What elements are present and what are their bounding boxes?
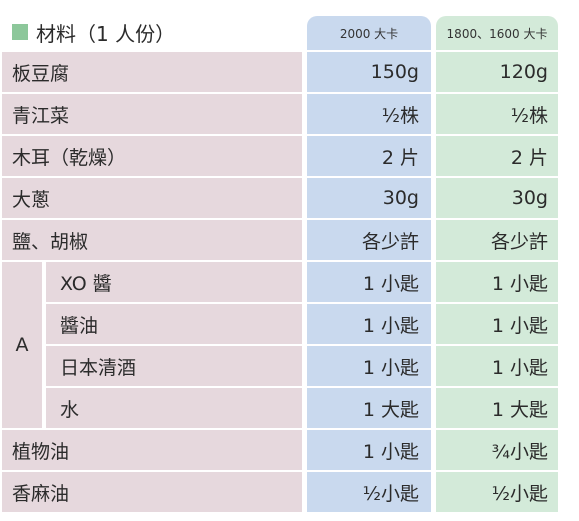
group-item-name: 水 (46, 388, 302, 428)
title-text: 材料（1 人份） (36, 21, 176, 46)
ingredient-name: 植物油 (2, 430, 302, 470)
column-header-2000: 2000 大卡 (307, 16, 431, 50)
group-item-name: XO 醬 (46, 262, 302, 302)
amount-1800-1600: 1 小匙 (436, 304, 558, 344)
table-row: XO 醬 1 小匙 1 小匙 (2, 262, 558, 302)
table-row: 鹽、胡椒 各少許 各少許 (2, 220, 558, 260)
amount-1800-1600: 1 小匙 (436, 262, 558, 302)
amount-2000: 150g (307, 52, 431, 92)
group-item-name: 日本清酒 (46, 346, 302, 386)
amount-2000: 1 小匙 (307, 262, 431, 302)
table-row: 植物油 1 小匙 ¾小匙 (2, 430, 558, 470)
amount-2000: 1 大匙 (307, 388, 431, 428)
ingredient-name: 大蔥 (2, 178, 302, 218)
amount-1800-1600: 2 片 (436, 136, 558, 176)
ingredient-name: 木耳（乾燥） (2, 136, 302, 176)
amount-1800-1600: 各少許 (436, 220, 558, 260)
group-item-name: 醬油 (46, 304, 302, 344)
amount-1800-1600: 30g (436, 178, 558, 218)
amount-1800-1600: ½株 (436, 94, 558, 134)
table-row: 木耳（乾燥） 2 片 2 片 (2, 136, 558, 176)
ingredient-name: 鹽、胡椒 (2, 220, 302, 260)
table-row: 青江菜 ½株 ½株 (2, 94, 558, 134)
group-a-label: A (2, 262, 42, 428)
amount-2000: 2 片 (307, 136, 431, 176)
ingredient-name: 板豆腐 (2, 52, 302, 92)
amount-2000: 1 小匙 (307, 304, 431, 344)
table-row: 水 1 大匙 1 大匙 (2, 388, 558, 428)
amount-2000: 1 小匙 (307, 346, 431, 386)
amount-1800-1600: 1 小匙 (436, 346, 558, 386)
title-square-icon (12, 24, 28, 40)
amount-1800-1600: 1 大匙 (436, 388, 558, 428)
table-row: 板豆腐 150g 120g (2, 52, 558, 92)
amount-2000: 各少許 (307, 220, 431, 260)
amount-2000: ½小匙 (307, 472, 431, 512)
amount-1800-1600: ½小匙 (436, 472, 558, 512)
column-header-1800-1600: 1800、1600 大卡 (436, 16, 558, 50)
amount-2000: 1 小匙 (307, 430, 431, 470)
amount-1800-1600: ¾小匙 (436, 430, 558, 470)
table-row: 日本清酒 1 小匙 1 小匙 (2, 346, 558, 386)
table-row: 大蔥 30g 30g (2, 178, 558, 218)
table-row: 醬油 1 小匙 1 小匙 (2, 304, 558, 344)
ingredient-name: 香麻油 (2, 472, 302, 512)
table-row: 香麻油 ½小匙 ½小匙 (2, 472, 558, 512)
amount-2000: 30g (307, 178, 431, 218)
table-title: 材料（1 人份） (12, 16, 175, 48)
amount-2000: ½株 (307, 94, 431, 134)
ingredient-name: 青江菜 (2, 94, 302, 134)
amount-1800-1600: 120g (436, 52, 558, 92)
